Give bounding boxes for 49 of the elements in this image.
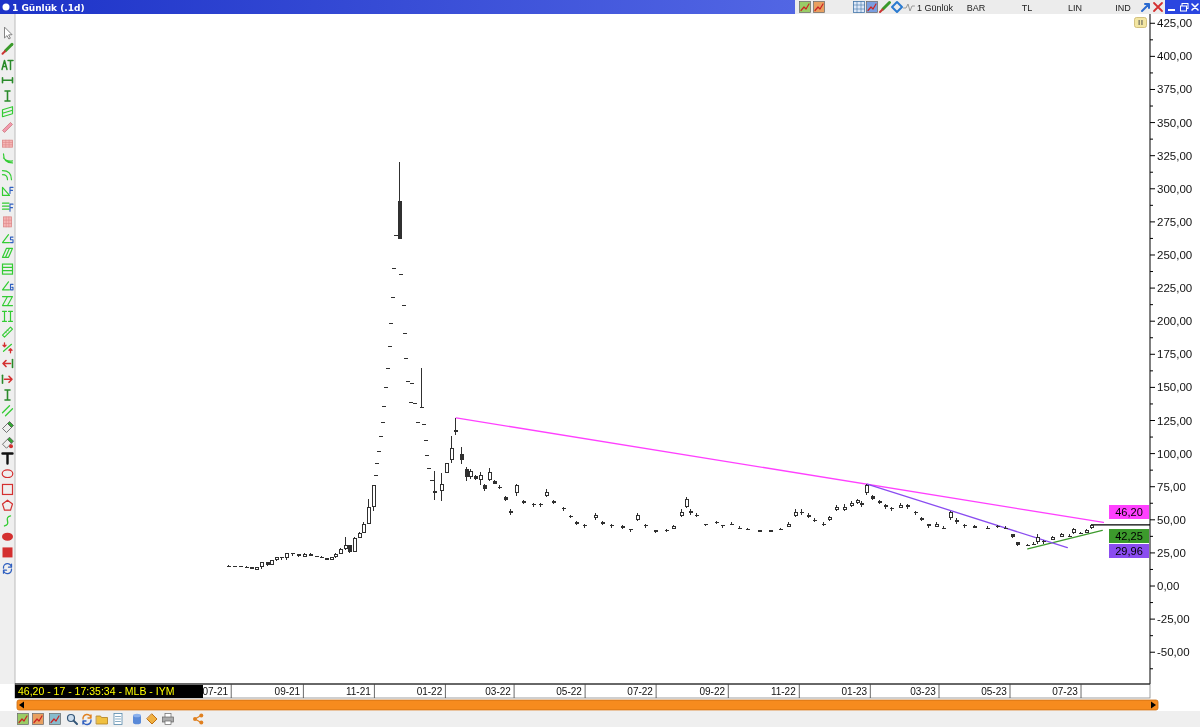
y-tick-label: 225,00 xyxy=(1157,282,1193,295)
candlestick xyxy=(420,367,424,408)
y-tick-label: 175,00 xyxy=(1157,348,1193,361)
y-tick-label: 375,00 xyxy=(1157,83,1193,96)
y-tick-label: 275,00 xyxy=(1157,215,1193,228)
y-tick-label: 75,00 xyxy=(1157,480,1186,493)
y-tick-label: 125,00 xyxy=(1157,414,1193,427)
y-tick-label: 0,00 xyxy=(1157,580,1180,593)
candlestick xyxy=(367,498,371,525)
y-tick-label: 50,00 xyxy=(1157,513,1186,526)
annotation: 29,96 xyxy=(1115,544,1143,557)
annotation: 42,25 xyxy=(1115,529,1143,542)
annotation: 46,20 xyxy=(1115,505,1143,518)
x-tick-label: 07-22 xyxy=(627,685,654,697)
text: IND xyxy=(1115,2,1132,13)
candlestick xyxy=(440,472,444,502)
y-tick-label: 25,00 xyxy=(1157,546,1186,559)
y-tick-label: 425,00 xyxy=(1157,17,1193,30)
x-tick-label: 07-21 xyxy=(202,685,229,697)
candlestick xyxy=(372,484,376,512)
text: LIN xyxy=(1067,2,1083,13)
candlestick xyxy=(450,435,454,464)
x-tick-label: 05-22 xyxy=(556,685,583,697)
y-tick-label: 400,00 xyxy=(1157,50,1193,63)
x-tick-label: 07-23 xyxy=(1052,685,1079,697)
y-tick-label: 300,00 xyxy=(1157,182,1193,195)
x-tick-label: 03-22 xyxy=(485,685,512,697)
text: 1 Günlük xyxy=(916,2,954,13)
text: TL xyxy=(1021,2,1033,13)
y-tick-label: 100,00 xyxy=(1157,447,1193,460)
x-tick-label: 09-21 xyxy=(274,685,301,697)
text: 46,20 - 17 - 17:35:34 - MLB - IYM xyxy=(18,685,175,697)
y-tick-label: 350,00 xyxy=(1157,116,1193,129)
x-tick-label: 05-23 xyxy=(981,685,1008,697)
x-tick-label: 11-22 xyxy=(770,685,797,697)
x-tick-label: 09-22 xyxy=(699,685,726,697)
candlestick xyxy=(433,470,437,501)
x-tick-label: 11-21 xyxy=(345,685,372,697)
x-tick-label: 03-23 xyxy=(910,685,937,697)
y-tick-label: -25,00 xyxy=(1157,613,1190,626)
y-tick-label: 250,00 xyxy=(1157,249,1193,262)
y-tick-label: 150,00 xyxy=(1157,381,1193,394)
y-tick-label: 325,00 xyxy=(1157,149,1193,162)
x-tick-label: 01-22 xyxy=(416,685,443,697)
chart-title: 1 Günlük (.1d) xyxy=(12,2,85,13)
x-tick-label: 01-23 xyxy=(841,685,868,697)
y-tick-label: 200,00 xyxy=(1157,315,1193,328)
y-tick-label: -50,00 xyxy=(1157,646,1190,659)
text: BAR xyxy=(966,2,986,13)
